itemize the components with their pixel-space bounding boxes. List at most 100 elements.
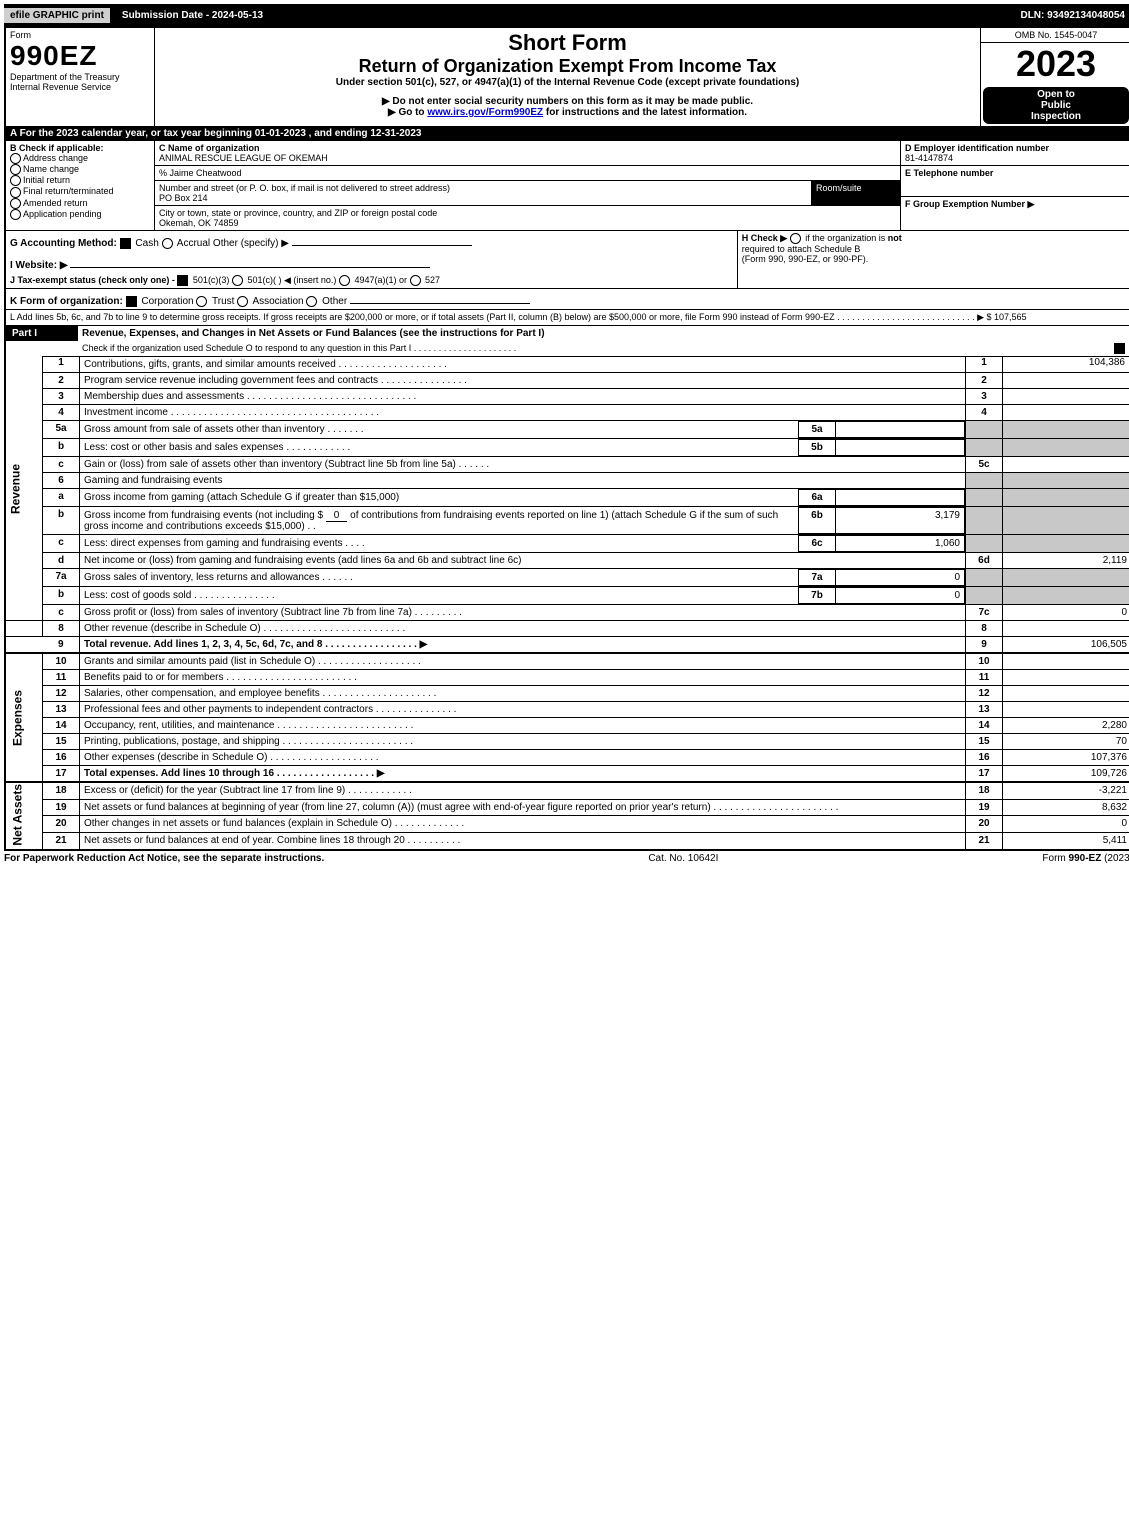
chk-501c[interactable] bbox=[232, 275, 243, 286]
l12-desc: Salaries, other compensation, and employ… bbox=[80, 686, 966, 702]
c-label: C Name of organization bbox=[159, 143, 260, 153]
l20-box: 20 bbox=[966, 816, 1003, 833]
l5a-greybox bbox=[966, 421, 1003, 439]
k-opt3: Other bbox=[322, 296, 347, 307]
l7a-desc: Gross sales of inventory, less returns a… bbox=[80, 570, 799, 586]
box-def: D Employer identification number 81-4147… bbox=[901, 141, 1129, 230]
l14-box: 14 bbox=[966, 718, 1003, 734]
l6a-desc: Gross income from gaming (attach Schedul… bbox=[80, 490, 799, 506]
footer-right-pre: Form bbox=[1042, 853, 1068, 864]
chk-trust[interactable] bbox=[196, 296, 207, 307]
submission-date: Submission Date - 2024-05-13 bbox=[114, 8, 271, 23]
side-expenses: Expenses bbox=[6, 653, 43, 782]
chk-527[interactable] bbox=[410, 275, 421, 286]
chk-final[interactable] bbox=[10, 187, 21, 198]
city-value: Okemah, OK 74859 bbox=[159, 218, 239, 228]
efile-label[interactable]: efile GRAPHIC print bbox=[4, 8, 110, 23]
l17-desc: Total expenses. Add lines 10 through 16 … bbox=[80, 766, 966, 783]
e-label: E Telephone number bbox=[905, 168, 993, 178]
l10-box: 10 bbox=[966, 653, 1003, 670]
l6a-greyval bbox=[1003, 489, 1129, 507]
footer-left: For Paperwork Reduction Act Notice, see … bbox=[4, 853, 324, 864]
l12-val bbox=[1003, 686, 1129, 702]
box-b-title: B Check if applicable: bbox=[10, 143, 150, 153]
l13-box: 13 bbox=[966, 702, 1003, 718]
l6d-num: d bbox=[43, 553, 80, 569]
l18-val: -3,221 bbox=[1003, 782, 1129, 799]
l15-desc: Printing, publications, postage, and shi… bbox=[80, 734, 966, 750]
chk-corp[interactable] bbox=[126, 296, 137, 307]
l3-desc: Membership dues and assessments . . . . … bbox=[80, 389, 966, 405]
g-other-field[interactable] bbox=[292, 233, 472, 246]
l6d-val: 2,119 bbox=[1003, 553, 1129, 569]
h-not: not bbox=[888, 233, 902, 243]
l2-num: 2 bbox=[43, 373, 80, 389]
irs-link[interactable]: www.irs.gov/Form990EZ bbox=[427, 107, 543, 118]
b-opt-3: Final return/terminated bbox=[23, 186, 114, 196]
chk-initial[interactable] bbox=[10, 175, 21, 186]
chk-accrual[interactable] bbox=[162, 238, 173, 249]
tax-year: 2023 bbox=[981, 43, 1129, 85]
chk-part1-o[interactable] bbox=[1114, 343, 1125, 354]
l3-num: 3 bbox=[43, 389, 80, 405]
l15-val: 70 bbox=[1003, 734, 1129, 750]
l7a-greybox bbox=[966, 569, 1003, 587]
dept-line1: Department of the Treasury bbox=[10, 72, 150, 82]
warn-ssn: ▶ Do not enter social security numbers o… bbox=[159, 96, 976, 107]
warn2-pre: ▶ Go to bbox=[388, 107, 427, 118]
chk-assoc[interactable] bbox=[237, 296, 248, 307]
l5a-num: 5a bbox=[43, 421, 80, 439]
chk-name[interactable] bbox=[10, 164, 21, 175]
chk-other-org[interactable] bbox=[306, 296, 317, 307]
chk-pending[interactable] bbox=[10, 209, 21, 220]
l6a-subval bbox=[836, 490, 965, 506]
l5c-box: 5c bbox=[966, 457, 1003, 473]
i-label: I Website: ▶ bbox=[10, 260, 68, 271]
l12-num: 12 bbox=[43, 686, 80, 702]
l10-val bbox=[1003, 653, 1129, 670]
l1-box: 1 bbox=[966, 357, 1003, 373]
l4-box: 4 bbox=[966, 405, 1003, 421]
form-word: Form bbox=[10, 30, 150, 40]
chk-address[interactable] bbox=[10, 153, 21, 164]
box-c: C Name of organization ANIMAL RESCUE LEA… bbox=[155, 141, 901, 230]
l16-desc: Other expenses (describe in Schedule O) … bbox=[80, 750, 966, 766]
l6-num: 6 bbox=[43, 473, 80, 489]
l7b-num: b bbox=[43, 587, 80, 605]
l20-desc: Other changes in net assets or fund bala… bbox=[80, 816, 966, 833]
chk-amended[interactable] bbox=[10, 198, 21, 209]
l13-desc: Professional fees and other payments to … bbox=[80, 702, 966, 718]
l8-desc: Other revenue (describe in Schedule O) .… bbox=[80, 621, 966, 637]
open3: Inspection bbox=[1031, 111, 1081, 122]
warn-link-line: ▶ Go to www.irs.gov/Form990EZ for instru… bbox=[159, 107, 976, 118]
form-table: Form 990EZ Department of the Treasury In… bbox=[4, 26, 1129, 851]
l16-val: 107,376 bbox=[1003, 750, 1129, 766]
main-title: Return of Organization Exempt From Incom… bbox=[159, 56, 976, 77]
website-field[interactable] bbox=[70, 255, 430, 268]
l11-num: 11 bbox=[43, 670, 80, 686]
g-label: G Accounting Method: bbox=[10, 238, 117, 249]
k-other-field[interactable] bbox=[350, 291, 530, 304]
l1-desc: Contributions, gifts, grants, and simila… bbox=[80, 357, 966, 373]
l6a-num: a bbox=[43, 489, 80, 507]
line-k: K Form of organization: Corporation Trus… bbox=[5, 289, 1129, 310]
l6d-box: 6d bbox=[966, 553, 1003, 569]
open-public-pill: Open to Public Inspection bbox=[983, 87, 1129, 124]
side-revenue: Revenue bbox=[6, 357, 43, 621]
b-opt-2: Initial return bbox=[23, 175, 70, 185]
l9-box: 9 bbox=[966, 637, 1003, 654]
k-opt2: Association bbox=[252, 296, 303, 307]
chk-4947[interactable] bbox=[339, 275, 350, 286]
chk-h[interactable] bbox=[790, 233, 801, 244]
l19-val: 8,632 bbox=[1003, 799, 1129, 816]
chk-501c3[interactable] bbox=[177, 275, 188, 286]
l11-box: 11 bbox=[966, 670, 1003, 686]
room-label: Room/suite bbox=[816, 183, 862, 193]
b-opt-0: Address change bbox=[23, 153, 88, 163]
h-tail1: if the organization is bbox=[805, 233, 888, 243]
subtitle: Under section 501(c), 527, or 4947(a)(1)… bbox=[159, 77, 976, 88]
l19-box: 19 bbox=[966, 799, 1003, 816]
g-other: Other (specify) ▶ bbox=[213, 238, 289, 249]
chk-cash[interactable] bbox=[120, 238, 131, 249]
l13-num: 13 bbox=[43, 702, 80, 718]
